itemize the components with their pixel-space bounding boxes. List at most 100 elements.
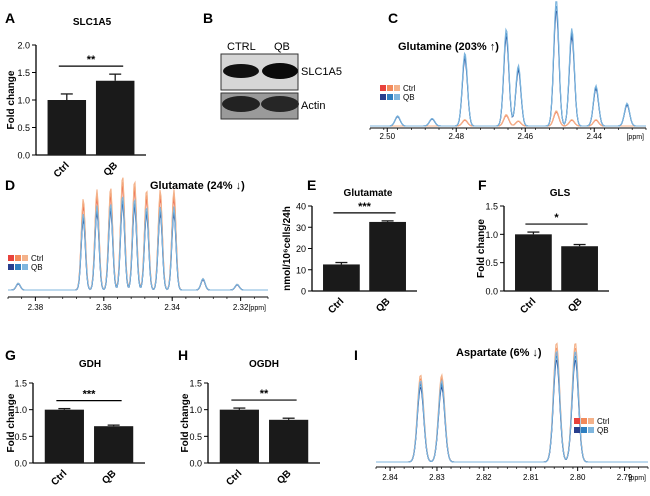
blot-band-label-actin: Actin [301,100,325,112]
x-tick-label: 2.38 [28,303,44,312]
nmr-spectrum-aspartate: Aspartate (6% ↓) 2.84 2.83 2.82 2.81 2.80 2.79… [375,342,649,482]
bar-ctrl [323,264,360,291]
y-tick-label: 1.0 [485,230,498,240]
legend-swatch-qb [588,427,594,433]
legend-swatch-qb [8,264,14,270]
legend-swatch-ctrl [394,85,400,91]
x-tick-label: QB [102,160,120,178]
legend-swatch-qb [394,94,400,100]
spectrum-trace-ctrl [376,342,648,463]
y-tick-label: 0.0 [17,151,30,161]
y-axis-label: Fold change [6,393,17,452]
y-tick-label: 1.5 [14,379,27,389]
significance-marker: * [554,212,559,224]
legend-label-ctrl: Ctrl [403,84,416,93]
bar-qb [94,426,134,463]
y-tick-label: 0.5 [189,432,202,442]
y-tick-label: 1.0 [189,405,202,415]
x-tick-label: 2.83 [429,473,445,482]
y-axis-label: Fold change [180,393,191,452]
legend-label-qb: QB [31,263,43,272]
spectrum-trace-qb [8,200,268,291]
bar-qb [561,246,598,291]
nmr-spectrum-glutamate: Glutamate (24% ↓) 2.38 2.36 2.34 2.32 [ppm] Ct… [7,177,269,312]
blot-lane-qb: QB [274,41,290,53]
legend-swatch-ctrl [588,418,594,424]
legend-label-qb: QB [597,426,609,435]
bar-qb [95,80,135,155]
y-axis-label: Fold change [476,219,487,278]
spectrum-title: Glutamine (203% ↑) [398,41,499,53]
x-tick-label: 2.34 [164,303,180,312]
x-tick-label: Ctrl [326,296,346,316]
legend-swatch-qb [22,264,28,270]
y-tick-label: 1.5 [189,379,202,389]
panel-label-d: D [5,177,15,193]
x-axis-unit: [ppm] [248,305,266,312]
chart-title: Glutamate [344,188,393,199]
y-tick-label: 0.0 [14,459,27,469]
y-tick-label: 0.0 [485,287,498,297]
x-tick-label: 2.44 [586,132,602,141]
x-tick-label: Ctrl [52,160,72,180]
panel-label-i: I [354,347,358,363]
y-tick-label: 0.5 [485,258,498,268]
panel-label-f: F [478,177,487,193]
legend-label-ctrl: Ctrl [31,254,44,263]
y-tick-label: 2.0 [17,41,30,51]
bar-chart-glutamate: Glutamate nmol/10⁶cells/24h 0 10 20 30 40 Ctrl Q… [282,188,417,316]
significance-marker: *** [83,389,97,401]
legend-swatch-ctrl [15,255,21,261]
panel-label-b: B [203,10,213,26]
panel-label-h: H [178,347,188,363]
bar-qb [369,221,406,291]
x-tick-label: 2.82 [476,473,492,482]
chart-title: GDH [79,359,101,370]
x-tick-label: Ctrl [518,296,538,316]
y-tick-label: 1.5 [17,68,30,78]
y-tick-label: 1.0 [14,405,27,415]
spectrum-trace-qb [8,196,268,291]
bar-chart-gdh: GDH Fold change 0.0 0.5 1.0 1.5 Ctrl QB *** [6,359,145,488]
bar-ctrl [515,234,552,291]
legend-swatch-ctrl [574,418,580,424]
legend-swatch-ctrl [380,85,386,91]
spectrum-trace-qb [376,350,648,463]
chart-title: SLC1A5 [73,17,112,28]
legend-swatch-qb [380,94,386,100]
y-tick-label: 1.5 [485,202,498,212]
blot-lane-ctrl: CTRL [227,41,256,53]
y-tick-label: 30 [296,223,306,233]
y-tick-label: 1.0 [17,96,30,106]
bar-ctrl [219,409,259,463]
spectrum-trace-qb [376,354,648,463]
bar-ctrl [44,409,84,463]
spectrum-title: Glutamate (24% ↓) [150,180,245,192]
spectrum-trace-ctrl [376,346,648,463]
chart-title: OGDH [249,359,279,370]
legend-label-ctrl: Ctrl [597,417,610,426]
nmr-spectrum-glutamine: Glutamine (203% ↑) 2.50 2.48 2.46 2.44 [ppm] C… [369,1,647,141]
spectrum-trace-ctrl [370,111,646,127]
x-axis-unit: [ppm] [628,475,646,482]
y-tick-label: 40 [296,202,306,212]
significance-marker: ** [87,54,96,66]
y-axis-label: Fold change [6,70,17,129]
significance-marker: *** [358,201,372,213]
legend-swatch-qb [581,427,587,433]
legend-swatch-ctrl [8,255,14,261]
bar-qb [269,419,309,463]
spectrum-trace-qb [370,10,646,127]
bar-ctrl [47,100,87,155]
panel-label-a: A [5,10,15,26]
x-tick-label: 2.50 [379,132,395,141]
y-tick-label: 20 [296,244,306,254]
western-blot: CTRL QB SLC1A5 Actin [220,41,342,120]
x-tick-label: QB [566,296,584,314]
x-tick-label: 2.32 [233,303,249,312]
x-tick-label: 2.81 [523,473,539,482]
x-tick-label: 2.48 [448,132,464,141]
bar-chart-slc1a5: SLC1A5 Fold change 0.0 0.5 1.0 1.5 2.0 Ctrl QB ** [6,17,146,180]
y-axis-label: nmol/10⁶cells/24h [282,206,293,291]
